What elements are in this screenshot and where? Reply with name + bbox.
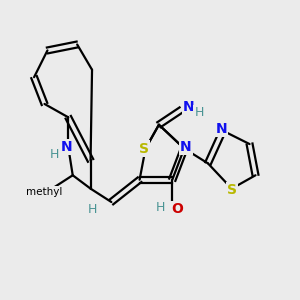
Text: H: H — [50, 148, 60, 161]
Text: S: S — [139, 142, 149, 155]
Text: H: H — [156, 202, 165, 214]
Text: N: N — [183, 100, 194, 114]
Text: S: S — [227, 183, 237, 197]
Text: H: H — [87, 203, 97, 216]
Text: N: N — [180, 140, 191, 154]
Text: methyl: methyl — [26, 187, 63, 196]
Text: N: N — [215, 122, 227, 136]
Text: N: N — [61, 140, 73, 154]
Text: H: H — [194, 106, 204, 119]
Text: O: O — [171, 202, 183, 216]
